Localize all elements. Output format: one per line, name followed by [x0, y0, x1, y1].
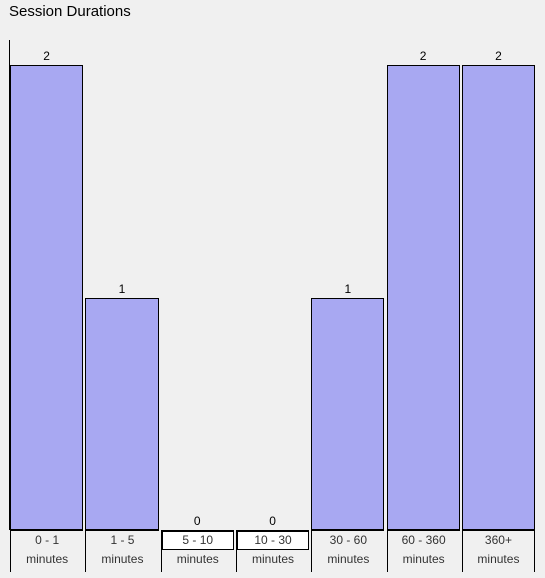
- category-label-4: 30 - 60 minutes: [311, 530, 385, 572]
- category-label-3: 10 - 30 minutes: [235, 530, 310, 572]
- category-label-5: 60 - 360 minutes: [386, 530, 460, 572]
- data-label-5: 2: [419, 49, 427, 63]
- category-label-2-line-1: minutes: [176, 552, 219, 566]
- category-label-6-line-0: 360+: [484, 533, 512, 547]
- bar-0: [10, 65, 84, 530]
- category-label-0-line-1: minutes: [26, 552, 69, 566]
- category-label-2-line-0: 5 - 10: [161, 531, 234, 550]
- category-label-1-line-0: 1 - 5: [110, 533, 135, 547]
- bar-4: [311, 297, 385, 530]
- data-label-6: 2: [495, 49, 502, 63]
- category-label-1: 1 - 5 minutes: [85, 530, 159, 572]
- category-label-1-line-1: minutes: [101, 552, 144, 566]
- data-label-1: 1: [118, 281, 126, 296]
- category-label-2: 5 - 10 minutes: [160, 530, 234, 572]
- data-label-0: 2: [43, 49, 50, 63]
- data-label-3: 0: [269, 514, 276, 528]
- category-label-0: 0 - 1 minutes: [10, 530, 84, 572]
- data-label-4: 1: [344, 281, 352, 296]
- y-axis-line: [9, 40, 10, 530]
- category-label-3-line-0: 10 - 30: [236, 531, 310, 550]
- category-label-6-line-1: minutes: [477, 552, 520, 566]
- data-label-2: 0: [193, 514, 201, 528]
- bar-6: [461, 65, 536, 530]
- bar-1: [85, 297, 159, 530]
- category-label-6: 360+ minutes: [461, 530, 536, 572]
- category-label-5-line-1: minutes: [402, 552, 445, 566]
- category-label-3-line-1: minutes: [252, 552, 295, 566]
- category-label-0-line-0: 0 - 1: [35, 533, 60, 547]
- category-label-5-line-0: 60 - 360: [401, 533, 446, 547]
- category-label-4-line-1: minutes: [327, 552, 370, 566]
- category-label-4-line-0: 30 - 60: [329, 533, 368, 547]
- chart-title: Session Durations: [9, 3, 131, 20]
- bar-5: [386, 65, 460, 530]
